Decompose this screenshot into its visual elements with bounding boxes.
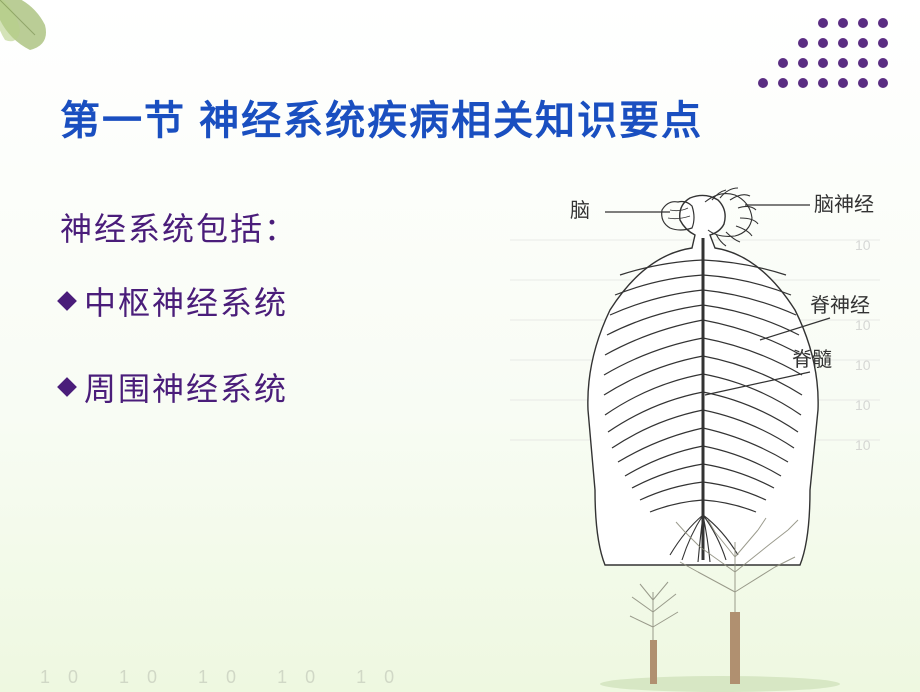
bullet-list: 中枢神经系统 周围神经系统 xyxy=(60,278,288,450)
label-spinal-nerve: 脊神经 xyxy=(810,294,870,317)
grid-ghost-number: 10 xyxy=(855,357,871,373)
deco-dot xyxy=(758,58,768,68)
deco-dot xyxy=(798,58,808,68)
grid-ghost-number: 10 xyxy=(855,397,871,413)
label-brain: 脑 xyxy=(570,199,590,222)
deco-dot xyxy=(818,18,828,28)
ghost-footer-text: 10 10 10 10 10 xyxy=(40,667,412,688)
deco-dot xyxy=(858,78,868,88)
grid-ghost-number: 10 xyxy=(855,237,871,253)
deco-dot xyxy=(778,38,788,48)
deco-dot xyxy=(858,38,868,48)
deco-dot xyxy=(858,18,868,28)
deco-dot xyxy=(778,78,788,88)
deco-dot xyxy=(858,58,868,68)
deco-dot xyxy=(798,18,808,28)
bullet-item: 中枢神经系统 xyxy=(60,278,288,324)
deco-dot xyxy=(878,38,888,48)
diamond-icon xyxy=(57,377,77,397)
bullet-text: 中枢神经系统 xyxy=(84,278,288,324)
deco-dot xyxy=(758,78,768,88)
deco-dot xyxy=(778,18,788,28)
deco-dot xyxy=(838,58,848,68)
deco-dot xyxy=(778,58,788,68)
bullet-item: 周围神经系统 xyxy=(60,364,288,410)
grid-ghost-number: 10 xyxy=(855,437,871,453)
deco-dot xyxy=(818,38,828,48)
label-spinal-cord: 脊髓 xyxy=(792,348,832,371)
corner-leaf-decoration xyxy=(0,0,90,90)
deco-dot xyxy=(878,78,888,88)
deco-dot xyxy=(758,38,768,48)
deco-dot xyxy=(758,18,768,28)
dots-decoration xyxy=(758,18,892,92)
deco-dot xyxy=(838,38,848,48)
deco-dot xyxy=(838,78,848,88)
deco-dot xyxy=(878,58,888,68)
label-cranial-nerve: 脑神经 xyxy=(814,193,874,216)
bullet-text: 周围神经系统 xyxy=(84,364,288,410)
grid-ghost-number: 10 xyxy=(855,317,871,333)
deco-dot xyxy=(818,58,828,68)
trees-decoration xyxy=(580,512,860,692)
deco-dot xyxy=(838,18,848,28)
deco-dot xyxy=(798,78,808,88)
deco-dot xyxy=(798,38,808,48)
deco-dot xyxy=(878,18,888,28)
slide-title: 第一节 神经系统疾病相关知识要点 xyxy=(60,88,703,146)
slide-subtitle: 神经系统包括： xyxy=(60,204,298,250)
diamond-icon xyxy=(57,291,77,311)
deco-dot xyxy=(818,78,828,88)
